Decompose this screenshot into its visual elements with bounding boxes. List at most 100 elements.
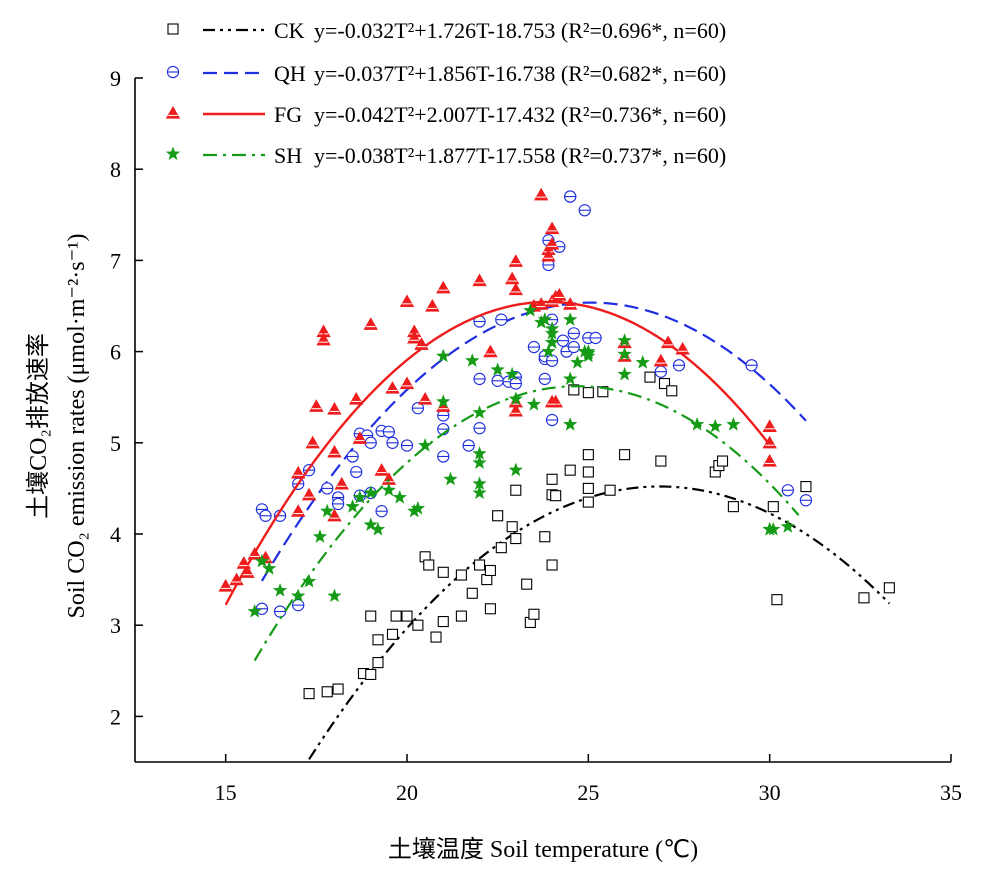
legend-name-qh: QH bbox=[274, 61, 306, 86]
legend-item-sh: SH y=-0.038T²+1.877T-17.558 (R²=0.737*, n… bbox=[165, 143, 726, 168]
data-point-fg bbox=[675, 341, 690, 355]
data-point-sh bbox=[472, 476, 487, 490]
data-point-ck bbox=[604, 484, 616, 496]
series-sh bbox=[247, 302, 800, 662]
y-tick-label: 2 bbox=[110, 704, 121, 729]
data-point-sh bbox=[562, 371, 578, 386]
data-point-fg bbox=[436, 280, 451, 294]
fit-curve-ck bbox=[308, 485, 891, 760]
x-tick-label: 30 bbox=[759, 780, 781, 805]
data-point-fg bbox=[349, 392, 364, 405]
data-point-fg bbox=[291, 465, 306, 479]
data-point-qh bbox=[400, 439, 414, 452]
data-point-sh bbox=[443, 471, 458, 486]
data-point-sh bbox=[581, 345, 596, 360]
data-point-sh bbox=[635, 354, 650, 369]
data-point-fg bbox=[552, 288, 567, 301]
data-point-sh bbox=[410, 500, 426, 515]
data-point-ck bbox=[437, 566, 449, 578]
x-tick-label: 25 bbox=[577, 780, 599, 805]
data-point-fg bbox=[762, 419, 777, 432]
data-point-ck bbox=[495, 542, 507, 554]
data-point-ck bbox=[412, 619, 424, 631]
data-point-qh bbox=[781, 484, 794, 497]
data-point-sh bbox=[617, 346, 632, 361]
data-point-fg bbox=[236, 556, 251, 569]
data-point-fg bbox=[327, 444, 342, 458]
data-point-sh bbox=[436, 394, 451, 408]
data-point-sh bbox=[708, 418, 723, 433]
legend-equation-fg: y=-0.042T²+2.007T-17.432 (R²=0.736*, n=6… bbox=[314, 102, 726, 127]
data-point-sh bbox=[526, 396, 542, 411]
legend-marker-ck bbox=[167, 23, 179, 35]
fit-curve-fg bbox=[224, 300, 771, 606]
data-point-ck bbox=[372, 634, 384, 646]
y-tick-label: 5 bbox=[110, 431, 121, 456]
legend-marker-sh bbox=[165, 146, 181, 161]
data-point-ck bbox=[332, 683, 344, 695]
x-tick-label: 20 bbox=[396, 780, 418, 805]
data-point-ck bbox=[539, 531, 551, 543]
data-point-fg bbox=[472, 273, 487, 287]
data-point-fg bbox=[399, 294, 415, 308]
data-point-ck bbox=[582, 482, 594, 494]
data-point-sh bbox=[562, 312, 578, 326]
data-point-fg bbox=[218, 578, 233, 592]
data-point-qh bbox=[321, 482, 334, 495]
data-point-qh bbox=[462, 439, 475, 452]
data-point-qh bbox=[386, 436, 399, 449]
fit-curve-sh bbox=[253, 385, 800, 662]
data-point-fg bbox=[762, 454, 777, 467]
data-point-ck bbox=[390, 610, 402, 622]
data-point-ck bbox=[466, 587, 478, 599]
data-point-ck bbox=[481, 574, 493, 586]
legend-name-ck: CK bbox=[274, 18, 305, 43]
legend-name-fg: FG bbox=[274, 102, 302, 127]
data-point-fg bbox=[291, 504, 306, 517]
data-point-sh bbox=[523, 302, 538, 317]
legend-item-ck: CK y=-0.032T²+1.726T-18.753 (R²=0.696*, n… bbox=[167, 18, 726, 43]
data-point-qh bbox=[672, 359, 686, 372]
data-point-fg bbox=[544, 394, 560, 408]
data-point-fg bbox=[653, 353, 669, 367]
data-point-ck bbox=[365, 610, 377, 622]
plot-area bbox=[218, 187, 895, 760]
data-point-fg bbox=[305, 435, 320, 449]
data-point-ck bbox=[582, 496, 594, 508]
y-tick-label: 3 bbox=[110, 613, 121, 638]
data-point-qh bbox=[473, 422, 486, 435]
data-point-qh bbox=[589, 331, 602, 345]
data-point-ck bbox=[437, 616, 449, 628]
y-tick-label: 9 bbox=[110, 66, 121, 91]
data-point-fg bbox=[563, 297, 578, 310]
data-point-qh bbox=[745, 359, 758, 372]
data-point-ck bbox=[506, 521, 518, 533]
data-point-ck bbox=[767, 501, 779, 513]
data-point-fg bbox=[508, 254, 523, 267]
data-point-ck bbox=[423, 559, 435, 571]
data-point-sh bbox=[472, 405, 487, 419]
data-point-sh bbox=[254, 553, 270, 568]
data-point-ck bbox=[771, 594, 783, 606]
data-point-qh bbox=[542, 258, 555, 272]
data-point-fg bbox=[508, 403, 523, 417]
data-point-ck bbox=[455, 569, 467, 581]
legend-equation-qh: y=-0.037T²+1.856T-16.738 (R²=0.682*, n=6… bbox=[314, 61, 726, 86]
data-point-sh bbox=[762, 521, 777, 536]
x-tick-label: 35 bbox=[940, 780, 962, 805]
data-point-ck bbox=[372, 657, 384, 669]
data-point-sh bbox=[301, 573, 317, 588]
data-point-qh bbox=[545, 354, 559, 367]
data-point-qh bbox=[799, 494, 813, 507]
legend-equation-ck: y=-0.032T²+1.726T-18.753 (R²=0.696*, n=6… bbox=[314, 18, 726, 43]
data-point-ck bbox=[455, 610, 467, 622]
data-point-sh bbox=[726, 416, 741, 431]
data-point-sh bbox=[544, 321, 560, 335]
data-point-sh bbox=[617, 366, 632, 381]
data-point-ck bbox=[658, 377, 671, 390]
data-point-fg bbox=[229, 572, 244, 586]
data-point-sh bbox=[345, 499, 360, 513]
data-point-fg bbox=[327, 508, 342, 522]
data-point-fg bbox=[374, 463, 389, 476]
